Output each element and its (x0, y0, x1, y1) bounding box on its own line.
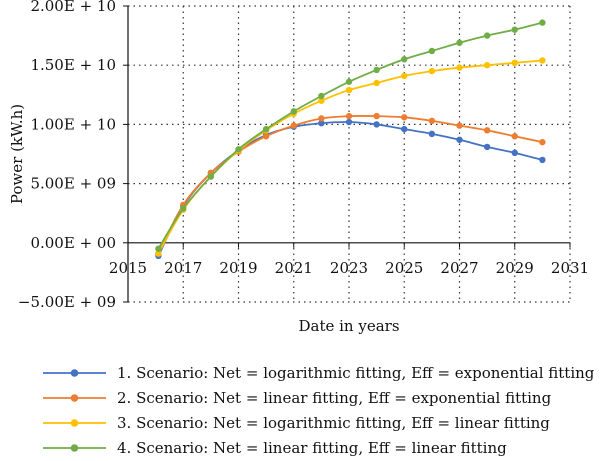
data-point (401, 114, 408, 121)
data-point (428, 67, 436, 75)
x-tick-label: 2019 (219, 259, 257, 277)
data-point (401, 72, 408, 80)
series-line (157, 21, 543, 250)
x-tick-label: 2027 (440, 259, 478, 277)
data-point (318, 97, 325, 104)
data-point (401, 125, 408, 133)
data-point (373, 121, 380, 128)
x-tick-label: 2029 (496, 259, 534, 277)
legend-marker (70, 444, 79, 452)
legend-item-3: 3. Scenario: Net = logarithmic fitting, … (43, 414, 550, 432)
legend: 1. Scenario: Net = logarithmic fitting, … (43, 364, 595, 457)
y-tick-label: 5.00E + 09 (30, 175, 116, 193)
legend-marker (70, 369, 79, 377)
data-point (318, 120, 325, 127)
x-tick-label: 2025 (385, 259, 423, 277)
y-tick-label: 1.00E + 10 (30, 115, 116, 133)
series-group (155, 19, 546, 260)
legend-label: 3. Scenario: Net = logarithmic fitting, … (117, 414, 550, 432)
y-tick-label: 0.00E + 00 (30, 234, 116, 252)
legend-marker (70, 394, 79, 402)
data-point (539, 19, 546, 26)
data-point (456, 136, 463, 143)
data-point (262, 133, 270, 140)
data-point (539, 57, 546, 64)
data-point (456, 64, 463, 71)
data-point (428, 117, 436, 125)
y-tick-labels: −5.00E + 09 0.00E + 00 5.00E + 09 1.00E + 1… (18, 0, 116, 311)
x-axis-label: Date in years (298, 317, 399, 335)
data-point (345, 112, 353, 120)
data-point (373, 79, 380, 87)
data-point (511, 149, 518, 157)
legend-item-1: 1. Scenario: Net = logarithmic fitting, … (43, 364, 595, 382)
data-point (539, 138, 546, 146)
x-tick-label: 2021 (275, 259, 313, 277)
series-2 (155, 112, 546, 257)
data-point (262, 125, 270, 133)
data-point (207, 173, 215, 180)
data-point (483, 32, 491, 39)
data-point (318, 115, 325, 122)
data-point (511, 59, 518, 67)
data-point (428, 130, 436, 138)
y-axis-label: Power (kW.h) (8, 104, 26, 204)
grid-lines (128, 5, 571, 303)
data-point (483, 143, 491, 151)
axes (123, 5, 571, 303)
x-tick-labels: 2015 2017 2019 2021 2023 2025 2027 2029 2031 (109, 259, 589, 277)
data-point (511, 133, 518, 140)
data-point (235, 146, 242, 153)
data-point (290, 108, 297, 115)
data-point (401, 56, 408, 63)
legend-item-2: 2. Scenario: Net = linear fitting, Eff =… (43, 389, 552, 407)
data-point (345, 86, 353, 94)
data-point (483, 61, 491, 69)
x-tick-label: 2031 (551, 259, 589, 277)
y-tick-label: 1.50E + 10 (30, 56, 116, 74)
data-point (428, 47, 436, 55)
y-tick-label: 2.00E + 10 (30, 0, 116, 15)
data-point (539, 156, 546, 164)
data-point (373, 112, 380, 120)
data-point (345, 118, 353, 126)
x-tick-label: 2023 (330, 259, 368, 277)
series-line (157, 121, 543, 257)
data-point (373, 66, 380, 74)
legend-label: 4. Scenario: Net = linear fitting, Eff =… (117, 439, 507, 457)
legend-item-4: 4. Scenario: Net = linear fitting, Eff =… (43, 439, 507, 457)
data-point (155, 250, 162, 257)
series-3 (155, 57, 546, 257)
data-point (483, 127, 491, 134)
legend-marker (70, 419, 79, 427)
legend-label: 1. Scenario: Net = logarithmic fitting, … (117, 364, 595, 382)
series-1 (155, 118, 546, 260)
data-point (511, 26, 518, 33)
data-point (155, 245, 162, 252)
series-4 (155, 19, 546, 252)
y-tick-label: −5.00E + 09 (18, 293, 116, 311)
data-point (318, 92, 325, 100)
data-point (180, 205, 187, 212)
legend-label: 2. Scenario: Net = linear fitting, Eff =… (117, 389, 552, 407)
data-point (345, 78, 353, 85)
x-tick-label: 2015 (109, 259, 147, 277)
x-tick-label: 2017 (164, 259, 202, 277)
data-point (456, 39, 463, 46)
data-point (290, 122, 297, 129)
series-line (157, 114, 543, 254)
data-point (456, 122, 463, 129)
